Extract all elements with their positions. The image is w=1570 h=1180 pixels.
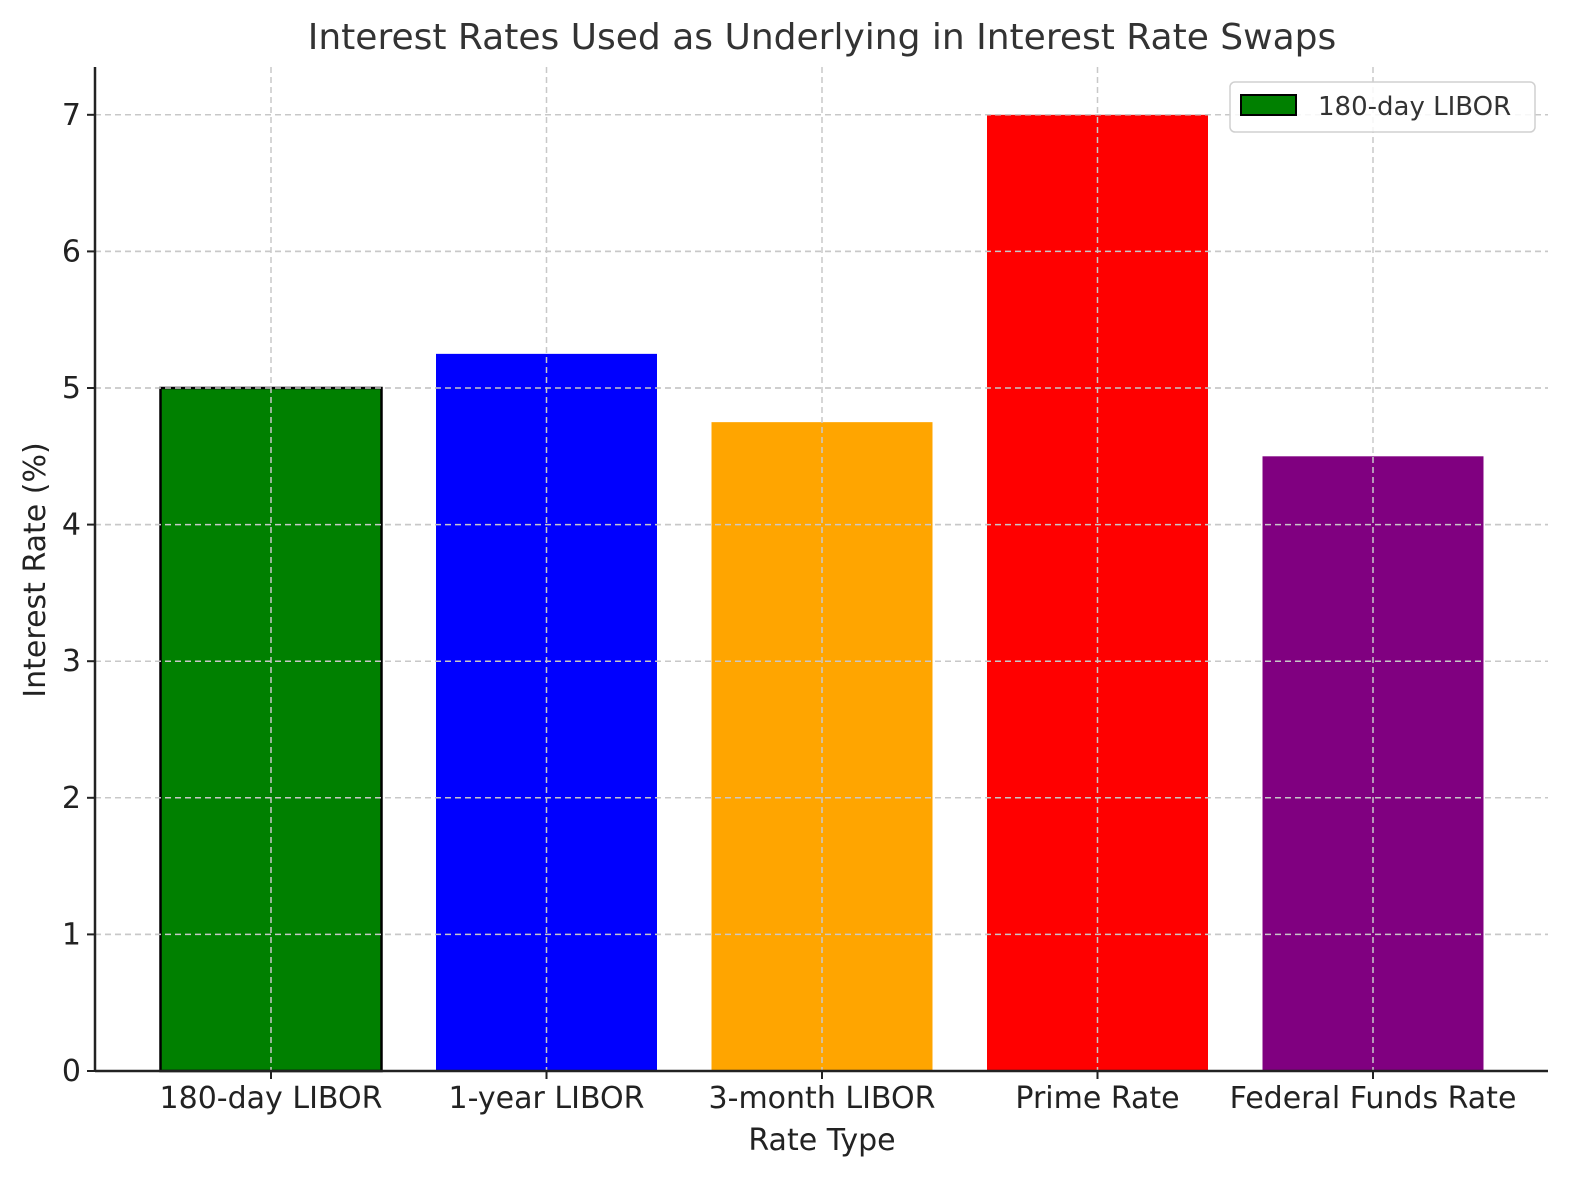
tick-labels: 0 1 2 3 4 5 6 7 180-day LIBOR 1-year LIBOR 3-month… <box>62 98 1517 1116</box>
y-tick-label: 3 <box>62 644 81 679</box>
y-tick-label: 4 <box>62 508 81 543</box>
y-tick-label: 6 <box>62 234 81 269</box>
x-tick-label: 3-month LIBOR <box>709 1081 936 1116</box>
y-tick-label: 0 <box>62 1054 81 1089</box>
y-tick-label: 5 <box>62 371 81 406</box>
y-tick-label: 7 <box>62 98 81 133</box>
legend-label: 180-day LIBOR <box>1318 92 1511 122</box>
x-tick-label: Prime Rate <box>1015 1081 1179 1116</box>
y-tick-label: 1 <box>62 917 81 952</box>
legend: 180-day LIBOR <box>1229 81 1536 133</box>
x-axis-label: Rate Type <box>748 1123 895 1158</box>
x-tick-label: 1-year LIBOR <box>449 1081 645 1116</box>
legend-frame <box>1229 81 1536 133</box>
bars <box>95 67 1548 1073</box>
x-tick-label: 180-day LIBOR <box>160 1081 383 1116</box>
y-axis-label: Interest Rate (%) <box>18 442 53 697</box>
legend-swatch <box>1240 94 1297 116</box>
y-tick-label: 2 <box>62 781 81 816</box>
x-tick-label: Federal Funds Rate <box>1230 1081 1517 1116</box>
chart-title: Interest Rates Used as Underlying in Int… <box>308 17 1337 58</box>
axes <box>87 67 1548 1079</box>
